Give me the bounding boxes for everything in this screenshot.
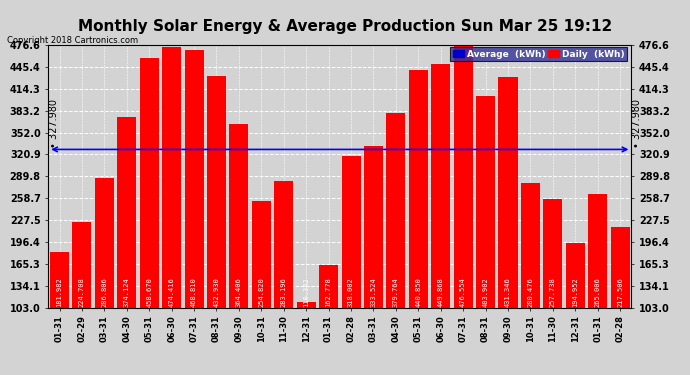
Bar [588,194,607,375]
Text: 181.982: 181.982 [57,277,63,307]
Text: 265.006: 265.006 [595,277,601,307]
Bar [476,96,495,375]
Text: 449.868: 449.868 [437,277,444,307]
Text: 458.670: 458.670 [146,277,152,307]
Bar [95,178,114,375]
Bar [229,124,248,375]
Bar [543,199,562,375]
Text: Monthly Solar Energy & Average Production Sun Mar 25 19:12: Monthly Solar Energy & Average Productio… [78,19,612,34]
Text: 468.810: 468.810 [191,277,197,307]
Text: 374.124: 374.124 [124,277,130,307]
Bar [498,77,518,375]
Text: 224.708: 224.708 [79,277,85,307]
Bar [297,302,316,375]
Text: 440.850: 440.850 [415,277,422,307]
Bar [162,46,181,375]
Text: Copyright 2018 Cartronics.com: Copyright 2018 Cartronics.com [7,36,138,45]
Bar [453,45,473,375]
Text: 379.764: 379.764 [393,277,399,307]
Legend: Average  (kWh), Daily  (kWh): Average (kWh), Daily (kWh) [451,47,627,61]
Text: 431.346: 431.346 [505,277,511,307]
Text: 476.554: 476.554 [460,277,466,307]
Text: 474.416: 474.416 [168,277,175,307]
Text: 162.778: 162.778 [326,277,332,307]
Bar [319,266,338,375]
Bar [566,243,585,375]
Text: 333.524: 333.524 [371,277,377,307]
Text: 283.196: 283.196 [281,277,287,307]
Bar [342,156,361,375]
Text: 403.902: 403.902 [482,277,489,307]
Bar [364,146,383,375]
Bar [274,181,293,375]
Text: 364.406: 364.406 [236,277,242,307]
Bar [408,70,428,375]
Bar [611,227,630,375]
Text: 280.476: 280.476 [527,277,533,307]
Text: • 327.980: • 327.980 [50,99,59,148]
Text: 194.952: 194.952 [572,277,578,307]
Bar [117,117,137,375]
Bar [431,64,451,375]
Bar [252,201,271,375]
Text: 318.002: 318.002 [348,277,354,307]
Text: 432.930: 432.930 [213,277,219,307]
Text: 286.806: 286.806 [101,277,108,307]
Bar [386,113,406,375]
Bar [139,58,159,375]
Bar [521,183,540,375]
Bar [207,76,226,375]
Bar [72,222,92,375]
Bar [50,252,69,375]
Text: 110.342: 110.342 [303,277,309,307]
Text: • 327.980: • 327.980 [633,99,642,148]
Text: 217.506: 217.506 [617,277,623,307]
Bar [184,51,204,375]
Text: 254.820: 254.820 [258,277,264,307]
Text: 257.738: 257.738 [550,277,556,307]
